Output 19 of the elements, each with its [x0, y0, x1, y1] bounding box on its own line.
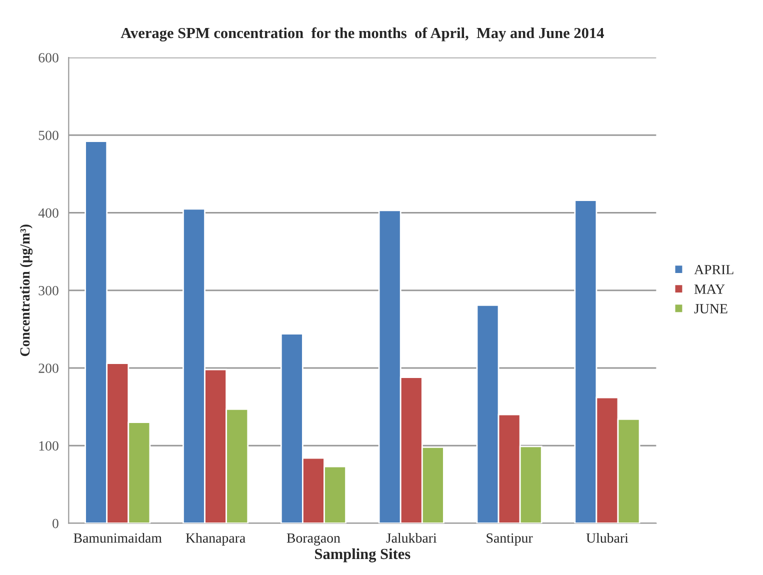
y-axis-title: Concentration (μg/m³): [20, 224, 33, 356]
y-tick-label: 200: [38, 364, 58, 373]
x-tick-label: Ulubari: [586, 532, 628, 543]
y-tick-label: 500: [38, 130, 58, 140]
x-axis-title: Sampling Sites: [315, 548, 410, 562]
y-tick-label: 100: [39, 441, 58, 451]
y-tick-label: 0: [52, 518, 58, 528]
legend-label: JUNE: [694, 304, 728, 314]
x-tick-label: Bamunimaidam: [74, 532, 162, 543]
y-tick-label: 600: [38, 53, 58, 62]
y-tick-label: 300: [38, 286, 58, 296]
legend-label: MAY: [694, 284, 725, 294]
x-tick-label: Jalukbari: [386, 532, 437, 543]
x-tick-label: Khanapara: [186, 532, 246, 546]
legend-label: APRIL: [694, 265, 734, 274]
y-tick-label: 400: [38, 208, 58, 218]
chart-title: Average SPM concentration for the months of April, May and June 2014: [120, 27, 604, 42]
x-tick-label: Boragaon: [286, 533, 340, 546]
x-tick-label: Santipur: [486, 533, 533, 546]
